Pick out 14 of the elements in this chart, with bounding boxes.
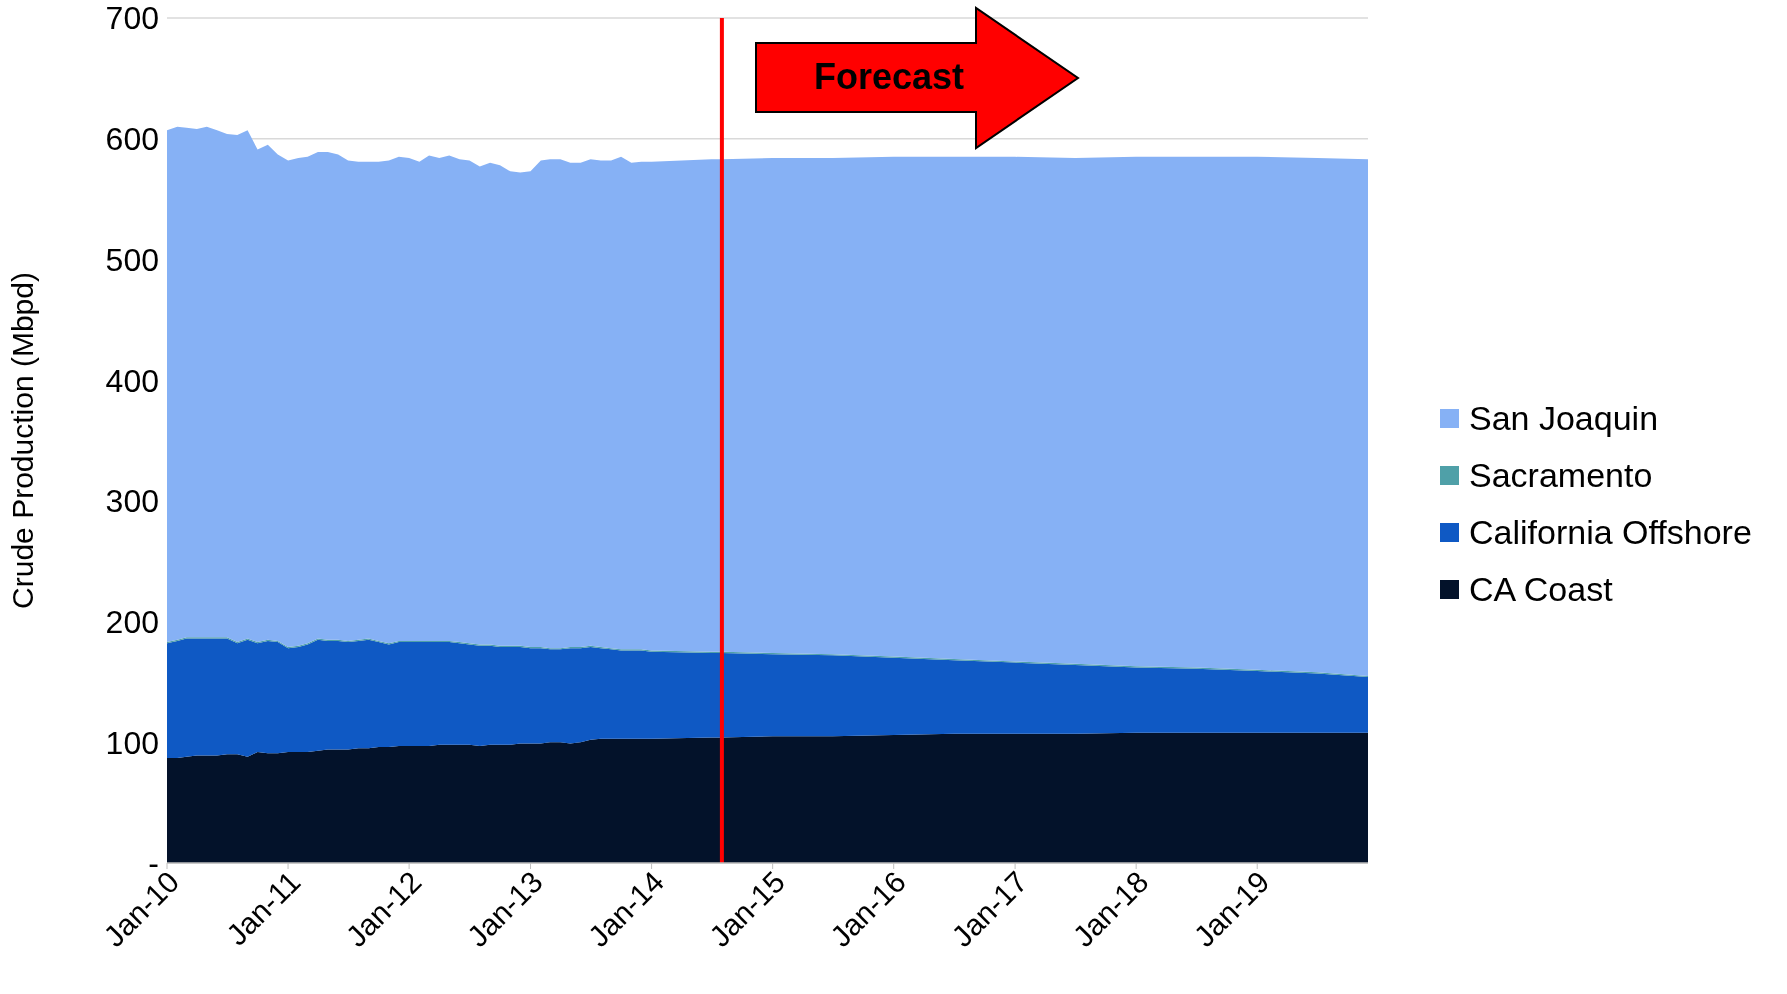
y-axis-title: Crude Production (Mbpd) (5, 272, 39, 609)
y-tick-label: 700 (105, 0, 159, 37)
y-tick-label: 300 (105, 483, 159, 520)
y-tick-label: 600 (105, 121, 159, 158)
y-tick-label: 400 (105, 362, 159, 399)
legend-label: Sacramento (1469, 456, 1653, 495)
legend-label: California Offshore (1469, 513, 1752, 552)
y-tick-label: 500 (105, 241, 159, 278)
annotation: Forecast (812, 56, 966, 98)
legend-label: CA Coast (1469, 570, 1613, 609)
y-tick-label: - (148, 845, 159, 882)
y-tick-label: 100 (105, 724, 159, 761)
y-tick-label: 200 (105, 603, 159, 640)
legend-label: San Joaquin (1469, 399, 1659, 438)
